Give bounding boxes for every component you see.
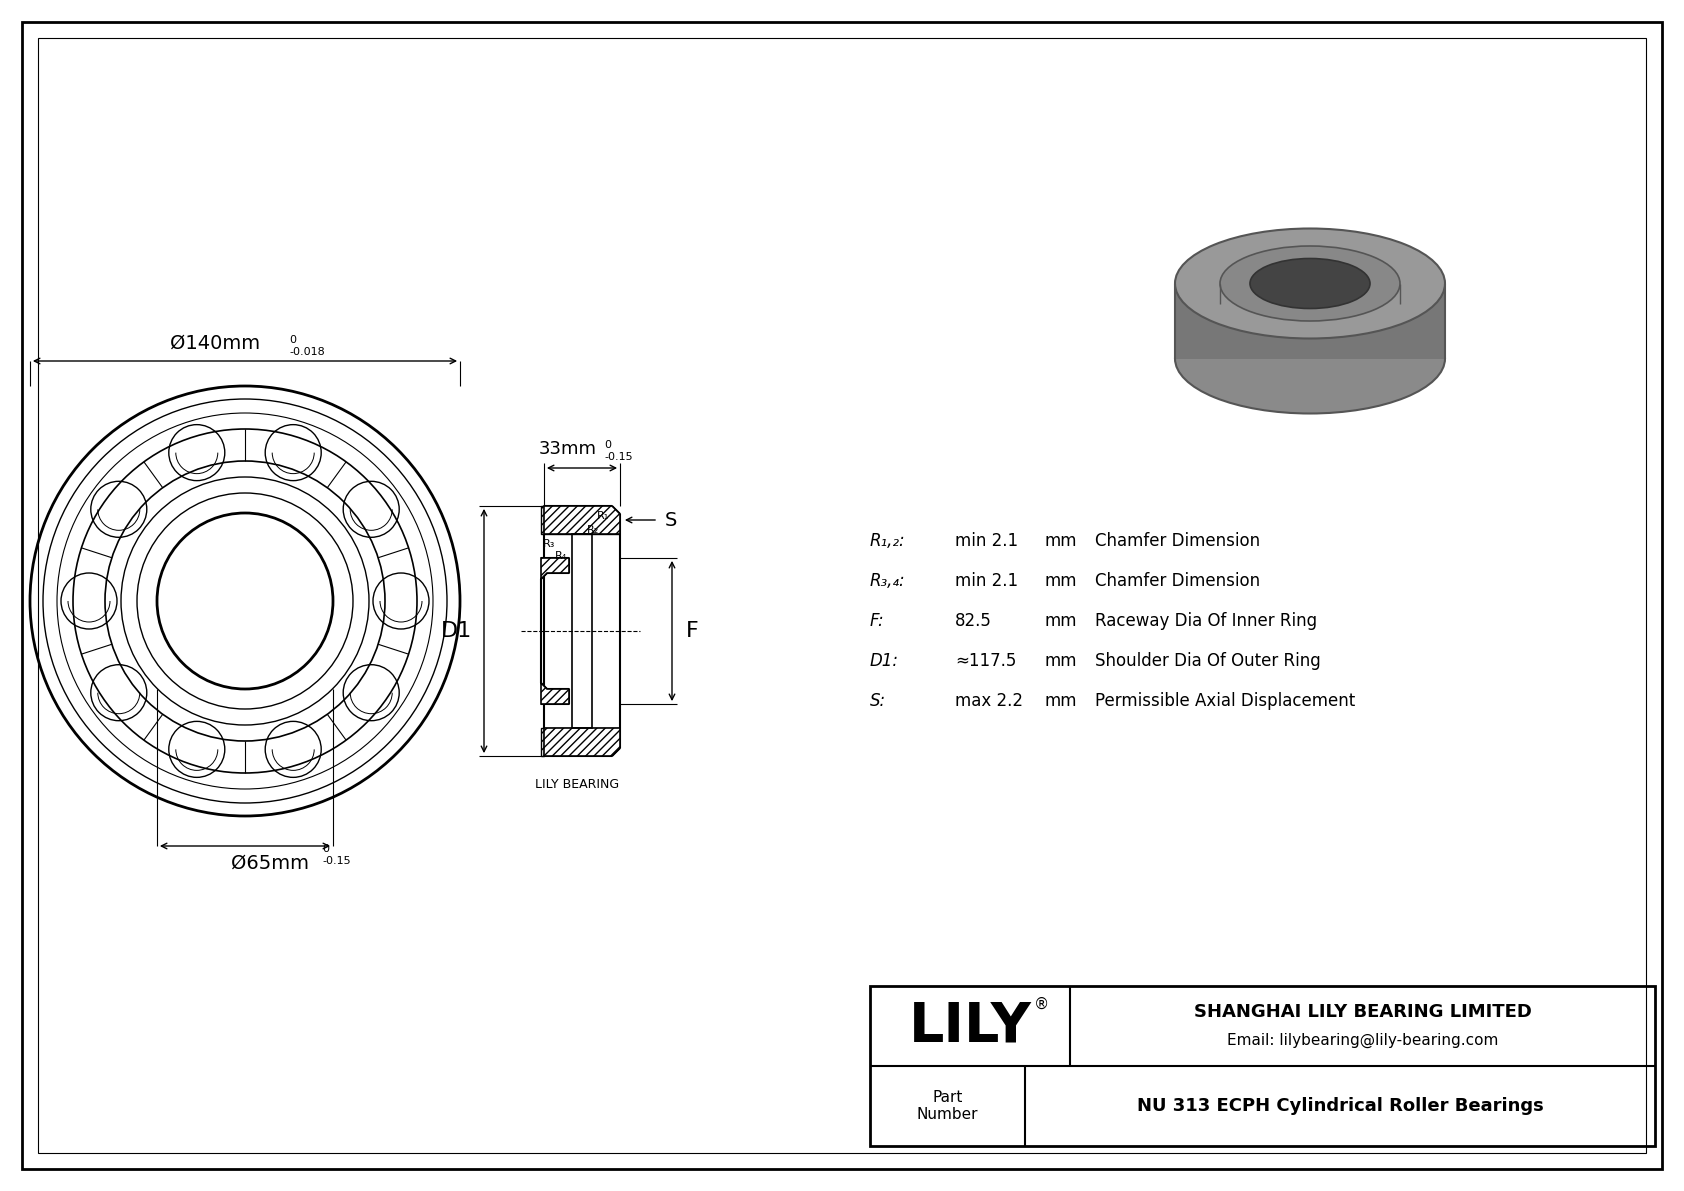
Text: min 2.1: min 2.1: [955, 532, 1019, 550]
Text: F: F: [685, 621, 699, 641]
Text: 0: 0: [605, 439, 611, 450]
Ellipse shape: [1250, 258, 1371, 308]
Text: Shoulder Dia Of Outer Ring: Shoulder Dia Of Outer Ring: [1095, 651, 1320, 671]
Ellipse shape: [1175, 304, 1445, 413]
Ellipse shape: [1175, 229, 1445, 338]
Text: 0: 0: [290, 335, 296, 345]
Text: Part
Number: Part Number: [916, 1090, 978, 1122]
Text: Permissible Axial Displacement: Permissible Axial Displacement: [1095, 692, 1356, 710]
Polygon shape: [541, 506, 544, 534]
Text: S:: S:: [871, 692, 886, 710]
Text: mm: mm: [1046, 572, 1078, 590]
Text: S: S: [665, 511, 677, 530]
Text: 33mm: 33mm: [539, 439, 598, 459]
Text: LILY: LILY: [909, 999, 1031, 1053]
Text: Chamfer Dimension: Chamfer Dimension: [1095, 532, 1260, 550]
Text: -0.15: -0.15: [322, 856, 350, 866]
Text: NU 313 ECPH Cylindrical Roller Bearings: NU 313 ECPH Cylindrical Roller Bearings: [1137, 1097, 1543, 1115]
Bar: [871, 986, 1655, 1146]
Text: ®: ®: [1034, 997, 1049, 1011]
Text: max 2.2: max 2.2: [955, 692, 1022, 710]
Polygon shape: [544, 728, 620, 756]
Text: R₁: R₁: [598, 511, 610, 520]
Ellipse shape: [1250, 258, 1371, 308]
Text: D1: D1: [441, 621, 472, 641]
Text: R₄: R₄: [556, 551, 568, 561]
Text: mm: mm: [1046, 651, 1078, 671]
Text: R₃: R₃: [542, 540, 556, 549]
Text: F:: F:: [871, 612, 884, 630]
Text: 82.5: 82.5: [955, 612, 992, 630]
Bar: [573, 534, 593, 728]
Ellipse shape: [1219, 247, 1399, 322]
Polygon shape: [541, 559, 569, 704]
Polygon shape: [544, 506, 620, 534]
Text: R₃,₄:: R₃,₄:: [871, 572, 906, 590]
Text: R₁,₂:: R₁,₂:: [871, 532, 906, 550]
Text: Chamfer Dimension: Chamfer Dimension: [1095, 572, 1260, 590]
Text: Ø140mm: Ø140mm: [170, 333, 259, 353]
Polygon shape: [1175, 283, 1445, 358]
Text: min 2.1: min 2.1: [955, 572, 1019, 590]
Text: R₂: R₂: [588, 525, 600, 535]
Text: SHANGHAI LILY BEARING LIMITED: SHANGHAI LILY BEARING LIMITED: [1194, 1003, 1531, 1021]
Text: ≈117.5: ≈117.5: [955, 651, 1017, 671]
Text: Email: lilybearing@lily-bearing.com: Email: lilybearing@lily-bearing.com: [1228, 1033, 1499, 1048]
Text: LILY BEARING: LILY BEARING: [536, 778, 620, 791]
Text: Raceway Dia Of Inner Ring: Raceway Dia Of Inner Ring: [1095, 612, 1317, 630]
Text: mm: mm: [1046, 692, 1078, 710]
Text: mm: mm: [1046, 612, 1078, 630]
Polygon shape: [541, 728, 544, 756]
Text: Ø65mm: Ø65mm: [231, 854, 308, 873]
Text: -0.018: -0.018: [290, 347, 325, 357]
Text: mm: mm: [1046, 532, 1078, 550]
Text: D1:: D1:: [871, 651, 899, 671]
Text: 0: 0: [322, 844, 328, 854]
Text: -0.15: -0.15: [605, 453, 633, 462]
